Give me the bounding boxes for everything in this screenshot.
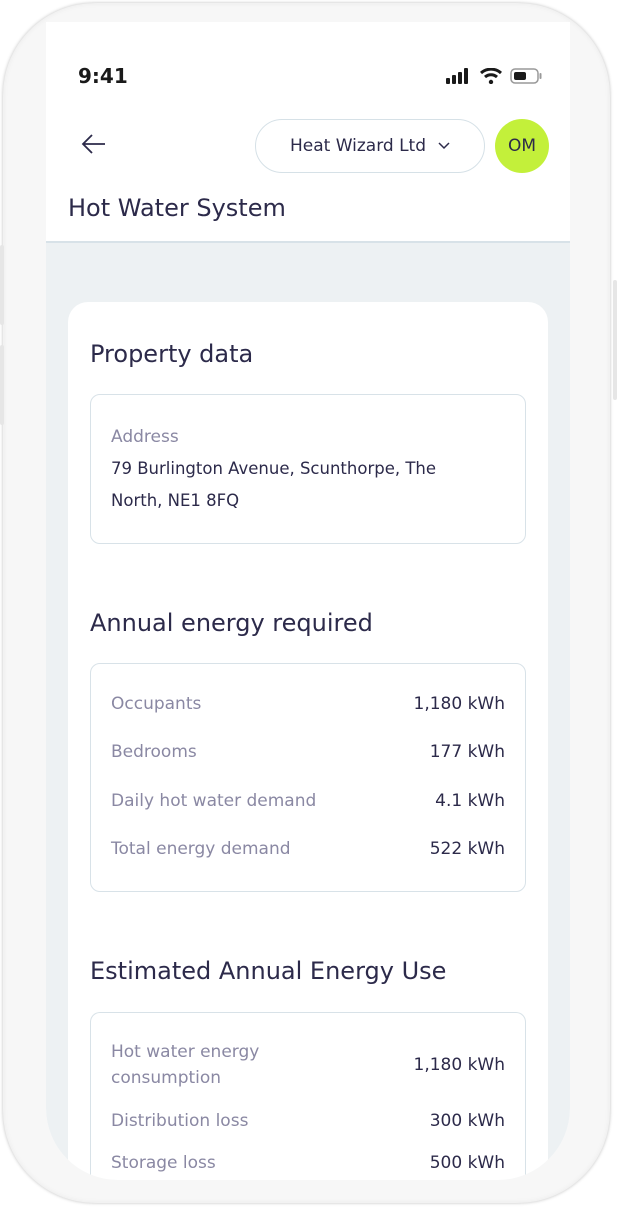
wifi-icon	[480, 68, 502, 84]
table-row: Distribution loss 300 kWh	[111, 1111, 505, 1131]
signal-icon	[446, 68, 468, 84]
address-label: Address	[111, 427, 179, 447]
table-row: Hot water energy consumption 1,180 kWh	[111, 1039, 505, 1091]
address-line: North, NE1 8FQ	[111, 491, 240, 510]
section-heading: Estimated Annual Energy Use	[90, 957, 447, 985]
row-label-line: consumption	[111, 1068, 222, 1088]
row-value: 500 kWh	[429, 1153, 505, 1173]
annual-box: Occupants 1,180 kWh Bedrooms 177 kWh Daily…	[90, 663, 526, 892]
avatar[interactable]: OM	[495, 119, 549, 173]
row-value: 4.1 kWh	[435, 791, 505, 811]
screen: 9:41 Heat Wizard Ltd OM Hot Water System…	[46, 22, 570, 1180]
table-row: Storage loss 500 kWh	[111, 1153, 505, 1173]
row-label: Hot water energy consumption	[111, 1039, 259, 1091]
section-heading: Property data	[90, 340, 254, 368]
row-label: Bedrooms	[111, 742, 197, 762]
page-title: Hot Water System	[68, 194, 286, 222]
row-label: Storage loss	[111, 1153, 216, 1173]
row-label: Occupants	[111, 694, 202, 714]
status-time: 9:41	[78, 64, 128, 88]
table-row: Total energy demand 522 kWh	[111, 839, 505, 859]
side-button	[0, 345, 4, 425]
chevron-down-icon	[438, 142, 450, 150]
table-row: Daily hot water demand 4.1 kWh	[111, 791, 505, 811]
company-name: Heat Wizard Ltd	[289, 136, 427, 156]
row-value: 300 kWh	[429, 1111, 505, 1131]
property-box: Address 79 Burlington Avenue, Scunthorpe…	[90, 394, 526, 544]
side-button	[0, 245, 4, 325]
row-value: 1,180 kWh	[413, 1055, 506, 1075]
table-row: Occupants 1,180 kWh	[111, 694, 505, 714]
row-value: 522 kWh	[429, 839, 505, 859]
row-value: 177 kWh	[429, 742, 505, 762]
details-card: Property data Address 79 Burlington Aven…	[68, 302, 548, 1180]
table-row: Bedrooms 177 kWh	[111, 742, 505, 762]
section-heading: Annual energy required	[90, 609, 373, 637]
battery-icon	[510, 68, 542, 84]
content-area: Property data Address 79 Burlington Aven…	[46, 241, 570, 1180]
status-icons	[446, 68, 542, 84]
side-button	[613, 280, 617, 400]
row-label: Distribution loss	[111, 1111, 249, 1131]
estimated-box: Hot water energy consumption 1,180 kWh Dis…	[90, 1012, 526, 1180]
row-label-line: Hot water energy	[111, 1042, 260, 1062]
row-label: Daily hot water demand	[111, 791, 317, 811]
arrow-left-icon[interactable]	[80, 130, 108, 158]
company-selector[interactable]: Heat Wizard Ltd	[255, 119, 485, 173]
row-value: 1,180 kWh	[413, 694, 506, 714]
row-label: Total energy demand	[111, 839, 291, 859]
address-line: 79 Burlington Avenue, Scunthorpe, The	[111, 459, 437, 478]
